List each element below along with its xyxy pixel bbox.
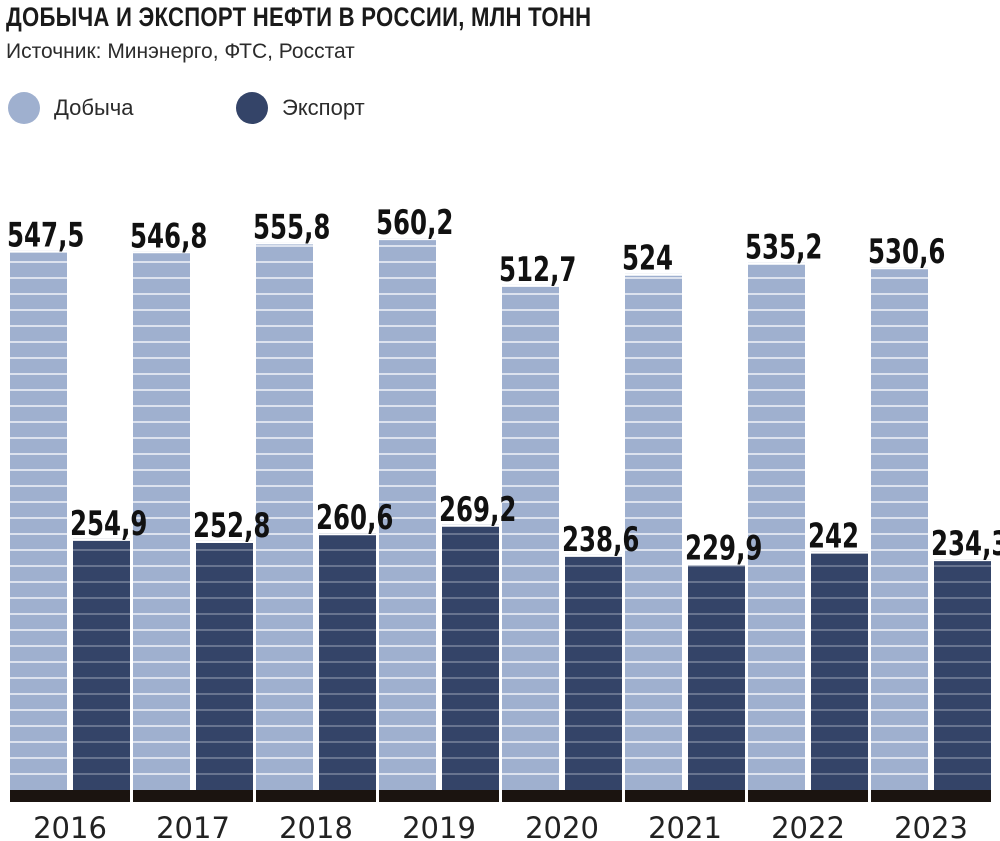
chart-subtitle: Источник: Минэнерго, ФТС, Росстат <box>6 40 355 63</box>
production-value-label: 555,8 <box>253 207 330 246</box>
bar-production <box>379 238 436 791</box>
baseline-strip <box>379 790 499 802</box>
bar-export <box>319 533 376 790</box>
baseline-strip <box>625 790 745 802</box>
bar-export <box>934 559 991 790</box>
export-value-label: 229,9 <box>685 529 762 568</box>
legend-label-production: Добыча <box>54 95 134 120</box>
bar-production <box>502 284 559 790</box>
baseline-strip <box>748 790 868 802</box>
bar-production <box>871 267 928 790</box>
production-value-label: 547,5 <box>7 216 84 255</box>
bar-export <box>688 563 745 790</box>
bar-export <box>442 524 499 790</box>
bar-production <box>748 262 805 790</box>
bar-export <box>196 540 253 790</box>
baseline-strip <box>10 790 130 802</box>
legend-item-production: Добыча <box>8 92 134 124</box>
bar-production <box>10 250 67 790</box>
baseline-strip <box>871 790 991 802</box>
bar-production <box>133 251 190 791</box>
bar-export <box>811 551 868 790</box>
export-value-label: 238,6 <box>562 520 639 559</box>
x-tick-label: 2022 <box>771 811 845 841</box>
baseline-strip <box>502 790 622 802</box>
export-value-label: 242 <box>808 517 859 556</box>
bar-export <box>73 538 130 790</box>
x-tick-label: 2023 <box>894 811 968 841</box>
production-value-label: 560,2 <box>376 203 453 242</box>
production-value-label: 524 <box>622 239 673 278</box>
bar-production <box>256 242 313 790</box>
production-value-label: 535,2 <box>745 228 822 267</box>
export-value-label: 254,9 <box>70 504 147 543</box>
x-tick-label: 2019 <box>402 811 476 841</box>
export-value-label: 260,6 <box>316 498 393 537</box>
production-value-label: 546,8 <box>130 216 207 255</box>
baseline-strip <box>133 790 253 802</box>
export-value-label: 269,2 <box>439 490 516 529</box>
production-value-label: 512,7 <box>499 250 576 289</box>
x-tick-label: 2021 <box>648 811 722 841</box>
legend-swatch-production <box>8 92 40 124</box>
x-tick-label: 2016 <box>33 811 107 841</box>
legend-label-export: Экспорт <box>282 95 365 120</box>
production-value-label: 530,6 <box>868 232 945 271</box>
bar-export <box>565 554 622 790</box>
bar-production <box>625 273 682 790</box>
export-value-label: 234,3 <box>931 524 1000 563</box>
x-tick-label: 2020 <box>525 811 599 841</box>
legend-item-export: Экспорт <box>236 92 365 124</box>
legend-swatch-export <box>236 92 268 124</box>
export-value-label: 252,8 <box>193 506 270 545</box>
x-tick-label: 2018 <box>279 811 353 841</box>
chart-title: ДОБЫЧА И ЭКСПОРТ НЕФТИ В РОССИИ, МЛН ТОН… <box>6 2 592 32</box>
x-tick-label: 2017 <box>156 811 230 841</box>
baseline-strip <box>256 790 376 802</box>
